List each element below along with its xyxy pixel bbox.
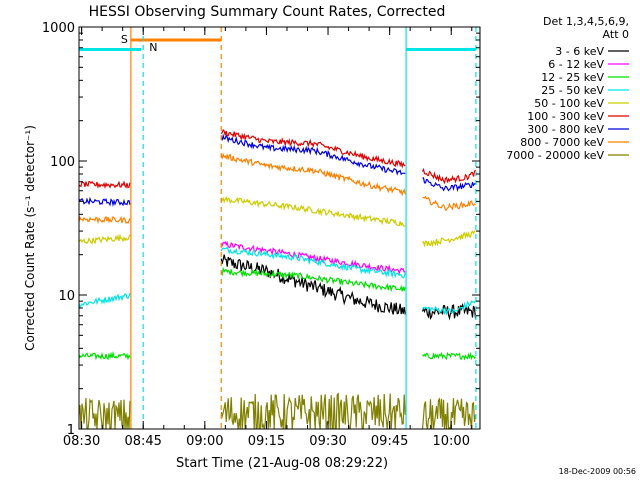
- y-axis-label: Corrected Count Rate (s⁻¹ detector⁻¹): [23, 125, 37, 351]
- plot-frame: [78, 26, 481, 430]
- series-line: [220, 152, 406, 197]
- series-line: [79, 215, 131, 225]
- series-6: [79, 128, 476, 190]
- series-line: [79, 351, 131, 361]
- x-tick-label: 09:30: [309, 434, 346, 449]
- chart-title: HESSI Observing Summary Count Rates, Cor…: [89, 4, 446, 20]
- y-tick-label: 100: [50, 155, 75, 170]
- y-tick-label: 1: [67, 423, 75, 438]
- x-tick-label: 08:30: [63, 434, 100, 449]
- legend-label: 7000 - 20000 keV: [506, 149, 604, 162]
- series-7: [79, 133, 476, 207]
- legend-label: 800 - 7000 keV: [520, 136, 604, 149]
- x-tick-label: 10:00: [433, 434, 470, 449]
- series-line: [220, 133, 406, 176]
- night-label: N: [149, 41, 157, 54]
- legend-label: 50 - 100 keV: [534, 97, 604, 110]
- series-3: [79, 266, 476, 361]
- timestamp: 18-Dec-2009 00:56: [559, 467, 636, 476]
- series-1: [220, 254, 477, 321]
- x-axis-label: Start Time (21-Aug-08 08:29:22): [176, 456, 388, 471]
- series-line: [79, 196, 131, 207]
- series-line: [220, 246, 406, 279]
- y-tick-label: 10: [58, 289, 75, 304]
- legend-label: 3 - 6 keV: [555, 45, 604, 58]
- x-tick-label: 09:00: [186, 434, 223, 449]
- series-line: [421, 397, 477, 429]
- series-line: [79, 397, 131, 429]
- series-8: [79, 152, 476, 225]
- legend-header-line1: Det 1,3,4,5,6,9,: [543, 15, 629, 28]
- series-line: [422, 230, 476, 248]
- series-2: [220, 240, 406, 276]
- series-line: [421, 167, 476, 185]
- x-tick-label: 09:15: [248, 434, 285, 449]
- legend-label: 6 - 12 keV: [548, 58, 604, 71]
- series-line: [220, 254, 406, 315]
- series-line: [220, 196, 406, 227]
- series-line: [220, 240, 406, 276]
- series-line: [79, 293, 131, 309]
- series-4: [79, 246, 476, 316]
- plot-area: SN: [79, 27, 480, 429]
- legend-label: 12 - 25 keV: [541, 71, 604, 84]
- legend-label: 100 - 300 keV: [527, 110, 604, 123]
- legend-header-line2: Att 0: [603, 28, 629, 41]
- series-line: [79, 180, 131, 190]
- series-line: [422, 177, 476, 193]
- series-line: [220, 392, 406, 429]
- saa-label: S: [121, 33, 128, 46]
- series-line: [422, 351, 476, 361]
- x-tick-label: 08:45: [124, 434, 161, 449]
- legend-label: 25 - 50 keV: [541, 84, 604, 97]
- axes: 1 10 100 1000 08:30 08:45 09:00 09:15 09:30 09:45…: [42, 21, 480, 449]
- series-line: [220, 128, 406, 169]
- series-line: [421, 300, 476, 316]
- series-9: [79, 392, 477, 429]
- y-tick-label: 1000: [42, 21, 75, 36]
- series-line: [220, 266, 406, 293]
- x-tick-label: 09:45: [371, 434, 408, 449]
- series-5: [79, 196, 476, 248]
- series-line: [422, 195, 476, 211]
- series-line: [79, 233, 131, 245]
- legend-label: 300 - 800 keV: [527, 123, 604, 136]
